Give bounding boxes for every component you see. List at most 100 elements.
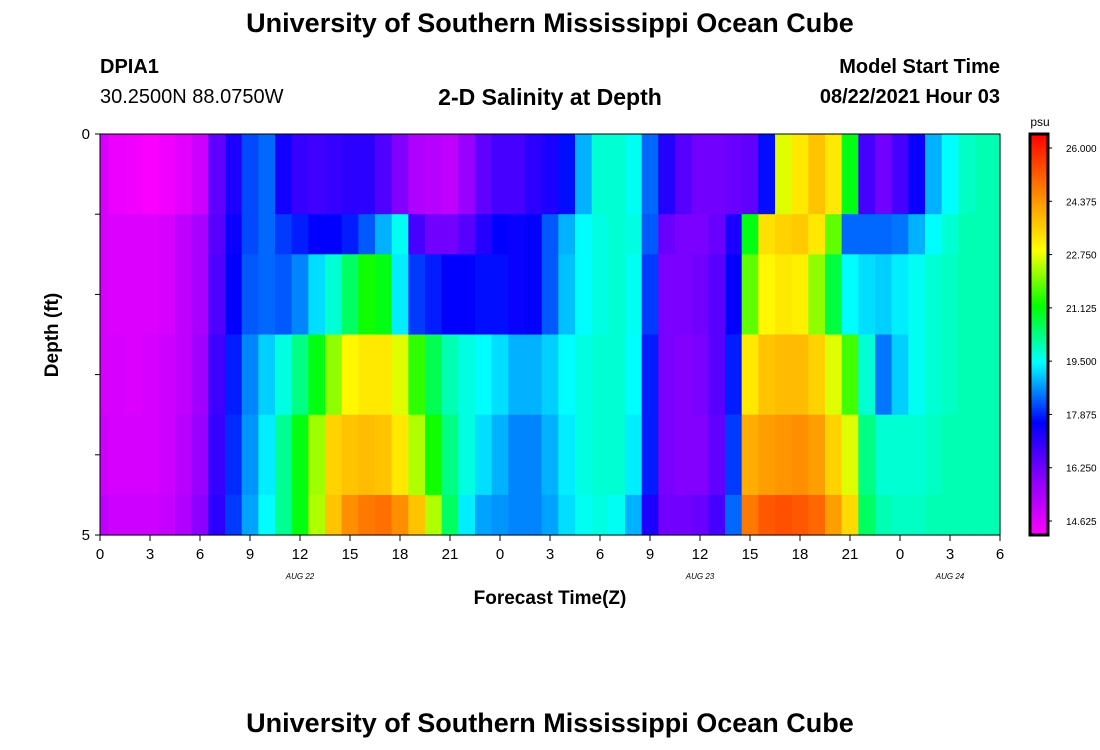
heatmap-cell <box>575 214 593 255</box>
heatmap-cell <box>408 494 426 536</box>
heatmap-cell <box>675 254 693 336</box>
heatmap-cell <box>341 414 359 496</box>
model-start-label: Model Start Time <box>839 56 1000 78</box>
heatmap-cell <box>225 414 243 496</box>
heatmap-cell <box>475 414 493 496</box>
heatmap-cell <box>941 494 959 536</box>
heatmap-cell <box>825 254 843 336</box>
heatmap-cell <box>775 494 793 536</box>
heatmap-cell <box>375 214 393 255</box>
heatmap-cell <box>175 214 193 255</box>
heatmap-cell <box>275 414 293 496</box>
heatmap-cell <box>975 414 993 496</box>
heatmap-cell <box>458 134 476 215</box>
heatmap-cell <box>491 414 509 496</box>
heatmap-cell <box>691 494 709 536</box>
heatmap-cell <box>100 214 109 255</box>
heatmap-cell <box>541 134 559 215</box>
heatmap-cell <box>975 134 993 215</box>
y-tick-label: 5 <box>82 527 90 544</box>
heatmap-cell <box>141 254 159 336</box>
heatmap-cell <box>108 334 126 416</box>
heatmap-cell <box>875 254 893 336</box>
heatmap-cell <box>958 414 976 496</box>
model-start-value: 08/22/2021 Hour 03 <box>819 86 1000 108</box>
heatmap-cell <box>908 494 926 536</box>
heatmap-cell <box>875 134 893 215</box>
heatmap-cell <box>791 134 809 215</box>
heatmap-cell <box>858 414 876 496</box>
heatmap-cell <box>158 214 176 255</box>
heatmap-cell <box>675 494 693 536</box>
heatmap-cell <box>558 494 576 536</box>
heatmap-cell <box>558 134 576 215</box>
heatmap-cell <box>100 134 109 215</box>
heatmap-cell <box>858 334 876 416</box>
heatmap-cell <box>225 214 243 255</box>
heatmap-cell <box>275 134 293 215</box>
x-tick-label: 0 <box>896 546 904 563</box>
heatmap-cell <box>641 494 659 536</box>
heatmap-cell <box>708 134 726 215</box>
heatmap-cell <box>708 414 726 496</box>
colorbar-unit-label: psu <box>1030 115 1049 129</box>
heatmap-cell <box>208 334 226 416</box>
heatmap-cell <box>625 134 643 215</box>
heatmap-cell <box>725 414 743 496</box>
colorbar-tick-label: 16.250 <box>1066 464 1097 475</box>
heatmap-cell <box>141 414 159 496</box>
heatmap-cell <box>758 414 776 496</box>
heatmap-cell <box>708 494 726 536</box>
colorbar-tick-label: 22.750 <box>1066 251 1097 262</box>
heatmap-cell <box>958 494 976 536</box>
heatmap-cell <box>191 214 209 255</box>
heatmap-cell <box>825 494 843 536</box>
heatmap-cell <box>125 414 143 496</box>
heatmap-cell <box>425 334 443 416</box>
heatmap-cell <box>858 134 876 215</box>
heatmap-cell <box>775 134 793 215</box>
heatmap-cell <box>175 494 193 536</box>
heatmap-cell <box>241 134 259 215</box>
heatmap-cell <box>191 254 209 336</box>
heatmap-cell <box>908 214 926 255</box>
heatmap-cell <box>908 134 926 215</box>
heatmap-cell <box>158 254 176 336</box>
heatmap-cell <box>625 254 643 336</box>
heatmap-cell <box>391 134 409 215</box>
heatmap-cell <box>691 134 709 215</box>
heatmap-cell <box>775 214 793 255</box>
heatmap-cell <box>991 334 1001 416</box>
heatmap-cells <box>100 134 1001 536</box>
heatmap-cell <box>175 414 193 496</box>
x-tick-label: 6 <box>596 546 604 563</box>
x-tick-label: 18 <box>392 546 409 563</box>
heatmap-cell <box>991 214 1001 255</box>
heatmap-cell <box>125 134 143 215</box>
colorbar: psu 26.000 24.375 22.750 21.125 19.500 17.875… <box>1028 115 1097 537</box>
heatmap-cell <box>408 414 426 496</box>
heatmap-cell <box>741 414 759 496</box>
heatmap-cell <box>608 254 626 336</box>
heatmap-cell <box>508 214 526 255</box>
heatmap-cell <box>325 254 343 336</box>
heatmap-cell <box>508 334 526 416</box>
heatmap-cell <box>958 214 976 255</box>
heatmap-cell <box>675 334 693 416</box>
heatmap-cell <box>725 214 743 255</box>
heatmap-cell <box>858 214 876 255</box>
heatmap-cell <box>141 134 159 215</box>
heatmap-cell <box>525 214 543 255</box>
heatmap-cell <box>991 494 1001 536</box>
heatmap-cell <box>958 134 976 215</box>
heatmap-cell <box>575 494 593 536</box>
heatmap-cell <box>391 214 409 255</box>
heatmap-cell <box>358 254 376 336</box>
heatmap-cell <box>325 134 343 215</box>
x-tick-label: 6 <box>996 546 1004 563</box>
heatmap-cell <box>875 414 893 496</box>
heatmap-cell <box>791 214 809 255</box>
heatmap-cell <box>675 414 693 496</box>
date-label: AUG 22 <box>285 572 315 581</box>
